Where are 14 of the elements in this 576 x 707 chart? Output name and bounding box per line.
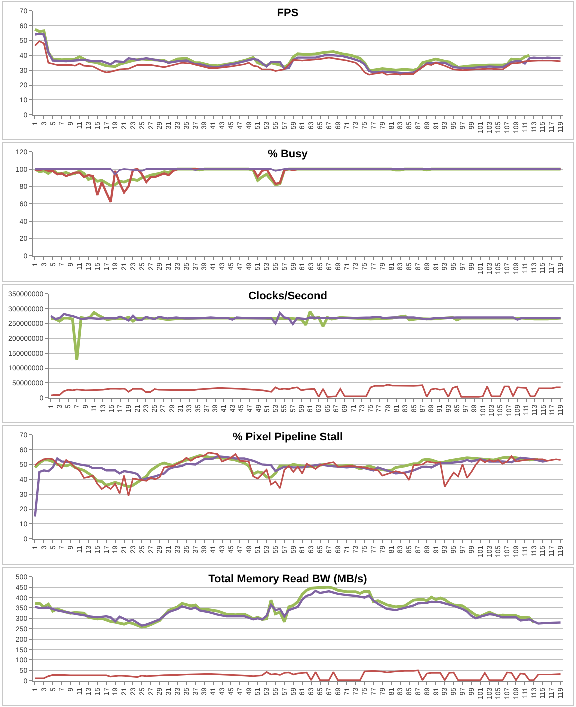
line-series (34, 669, 562, 681)
line-series (34, 32, 562, 74)
line-series (34, 168, 562, 204)
chart-title: Total Memory Read BW (MB/s) (208, 573, 368, 586)
chart-title: FPS (277, 8, 299, 20)
line-series (34, 590, 562, 627)
line-series (34, 40, 562, 76)
line-series (34, 452, 562, 497)
line-series (50, 312, 562, 326)
line-series (34, 456, 549, 518)
chart-title: % Pixel Pipeline Stall (232, 432, 344, 444)
line-series (50, 384, 562, 398)
chart-title: % Busy (268, 148, 309, 161)
chart-title: Clocks/Second (248, 290, 328, 302)
